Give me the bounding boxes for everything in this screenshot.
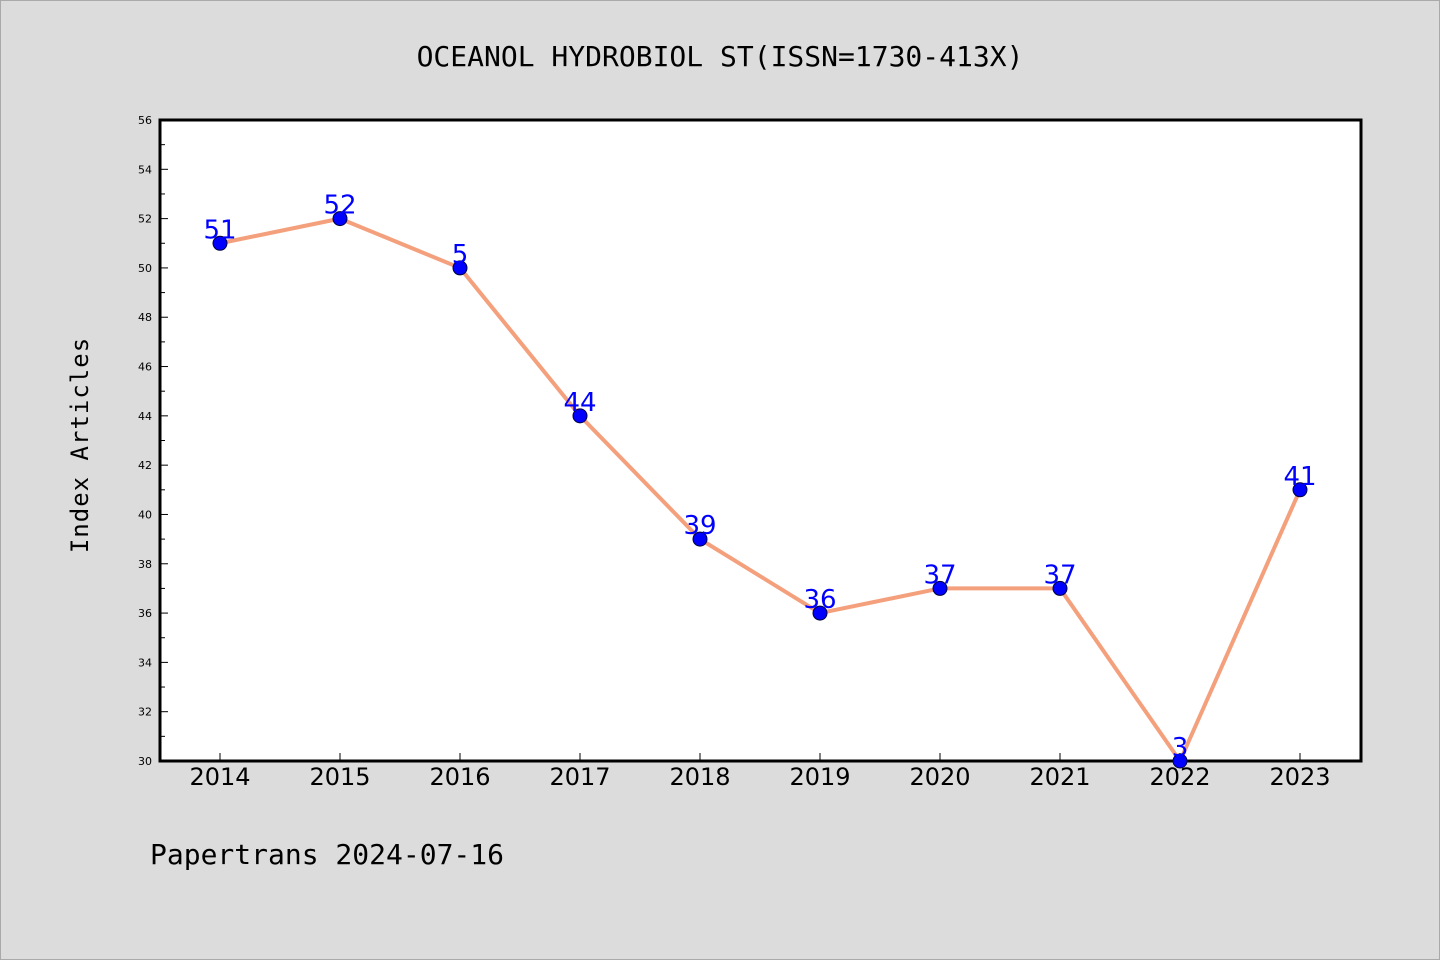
y-tick-label: 42 xyxy=(138,459,152,472)
y-tick-label: 52 xyxy=(138,213,152,226)
data-point-marker xyxy=(212,235,228,251)
x-tick-label: 2015 xyxy=(309,763,370,791)
x-tick-label: 2018 xyxy=(669,763,730,791)
y-tick-label: 30 xyxy=(138,755,152,768)
data-point-label: 51 xyxy=(203,215,236,245)
x-tick-label: 2014 xyxy=(189,763,250,791)
chart-title: OCEANOL HYDROBIOL ST(ISSN=1730-413X) xyxy=(417,40,1024,73)
x-tick-label: 2016 xyxy=(429,763,490,791)
x-axis: 2014 2015 2016 2017 2018 2019 2020 2021 2022 2023 xyxy=(189,753,1331,791)
data-labels: 51 52 5 44 39 36 37 37 3 41 xyxy=(203,191,1316,763)
data-point-label: 37 xyxy=(1043,560,1076,590)
data-point-marker xyxy=(1172,753,1188,769)
y-tick-label: 34 xyxy=(138,656,152,669)
y-tick-label: 56 xyxy=(138,114,152,127)
series-line xyxy=(219,216,1302,763)
x-tick-label: 2021 xyxy=(1029,763,1090,791)
y-tick-label: 38 xyxy=(138,558,152,571)
y-axis: 30 32 34 36 38 40 42 44 46 48 50 52 54 56 xyxy=(138,114,168,768)
data-point-label: 44 xyxy=(563,388,596,418)
data-point-label: 36 xyxy=(803,585,836,615)
data-point-label: 41 xyxy=(1283,462,1316,492)
data-point-label: 52 xyxy=(323,191,356,221)
data-point-marker xyxy=(572,408,588,424)
data-point-marker xyxy=(932,580,948,596)
x-tick-label: 2017 xyxy=(549,763,610,791)
data-point-marker xyxy=(692,531,708,547)
y-tick-label: 54 xyxy=(138,163,152,176)
x-tick-label: 2023 xyxy=(1269,763,1330,791)
y-tick-label: 44 xyxy=(138,410,152,423)
data-point-label: 5 xyxy=(452,240,469,270)
y-tick-label: 50 xyxy=(138,262,152,275)
series-markers xyxy=(212,211,1308,769)
data-point-label: 3 xyxy=(1172,733,1189,763)
data-point-marker xyxy=(812,605,828,621)
data-point-marker xyxy=(452,260,468,276)
data-point-marker xyxy=(332,211,348,227)
data-point-marker xyxy=(1052,580,1068,596)
x-tick-label: 2019 xyxy=(789,763,850,791)
x-tick-label: 2020 xyxy=(909,763,970,791)
y-tick-label: 48 xyxy=(138,311,152,324)
data-point-marker xyxy=(1292,482,1308,498)
y-tick-label: 46 xyxy=(138,361,152,374)
y-tick-label: 36 xyxy=(138,607,152,620)
data-point-label: 37 xyxy=(923,560,956,590)
footer-credit: Papertrans 2024-07-16 xyxy=(150,838,504,871)
data-point-label: 39 xyxy=(683,511,716,541)
y-tick-label: 32 xyxy=(138,706,152,719)
y-tick-label: 40 xyxy=(138,508,152,521)
y-axis-label: Index Articles xyxy=(66,337,94,553)
